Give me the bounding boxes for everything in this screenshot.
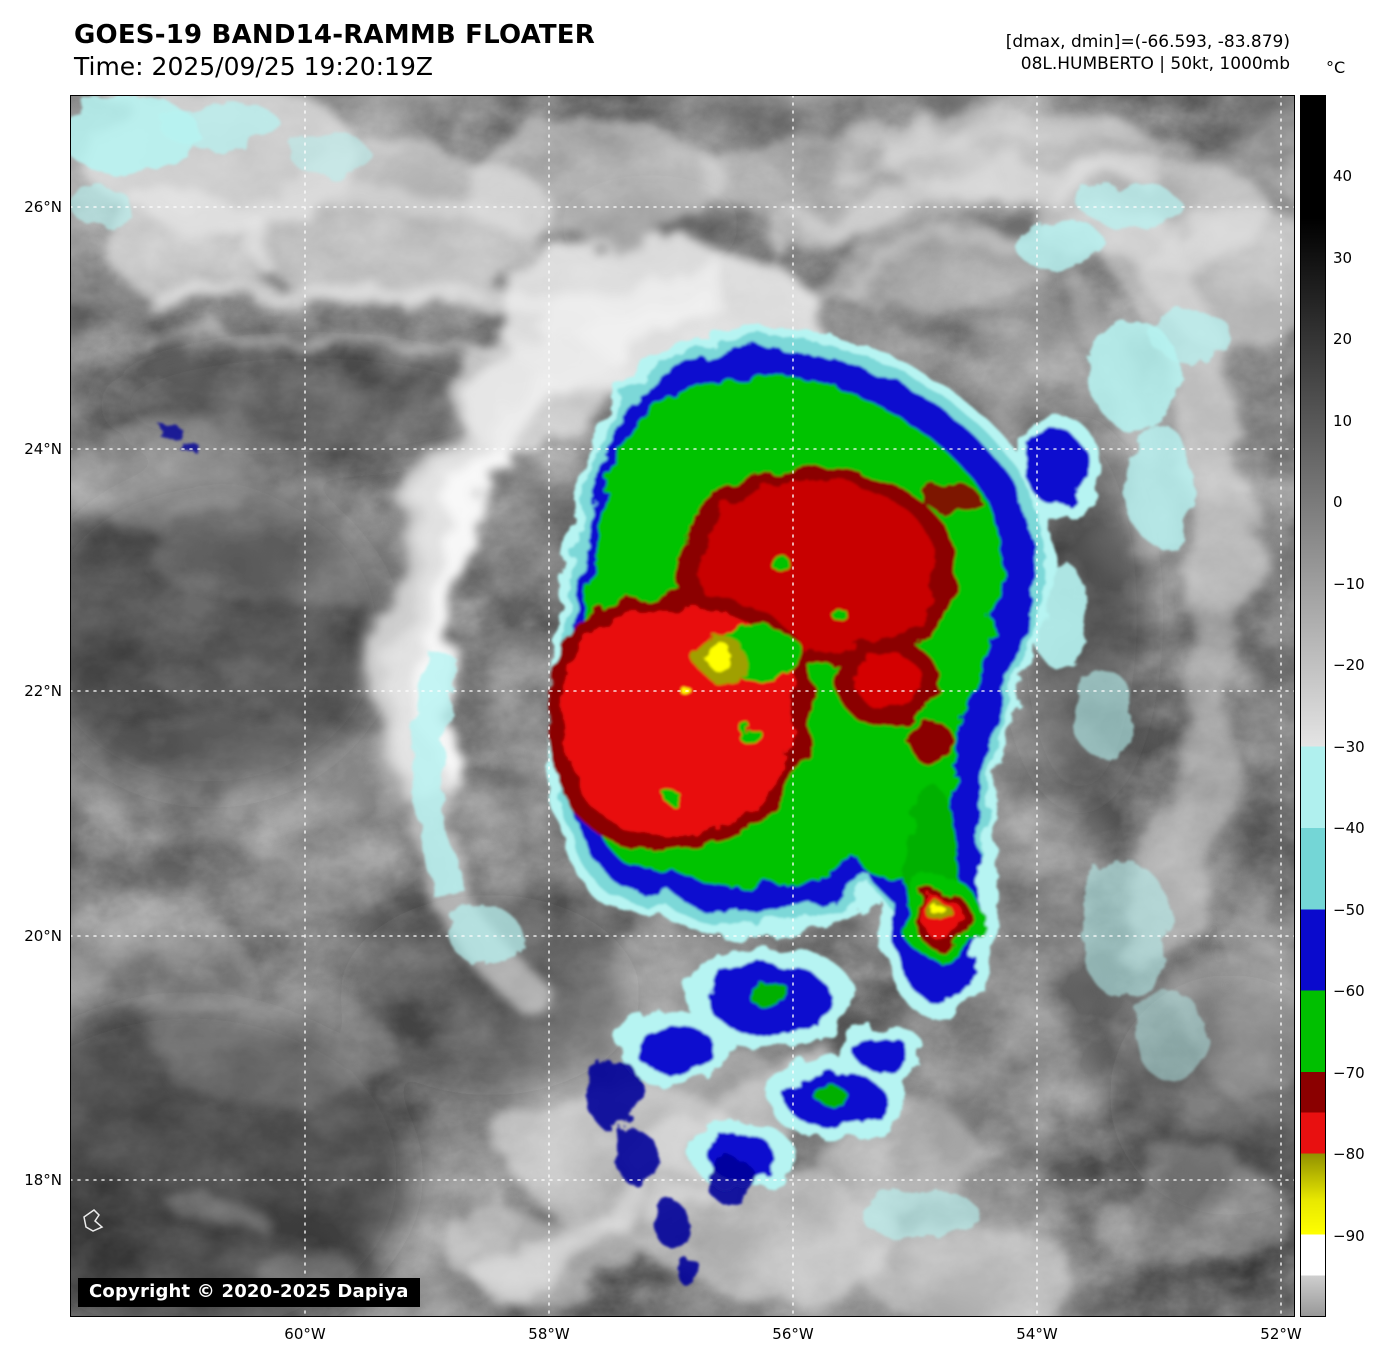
colorbar-tick-label: −40: [1333, 819, 1365, 838]
storm-eye-yellow: [685, 625, 800, 699]
range-readout: [dmax, dmin]=(-66.593, -83.879): [1005, 32, 1290, 52]
cold-cloud-shield: [70, 95, 1230, 1287]
colorbar-tick-label: −20: [1333, 656, 1365, 675]
island-outline-icon: [83, 1209, 104, 1232]
lon-axis-label: 52°W: [1260, 1325, 1302, 1343]
colorbar-tick-label: −30: [1333, 737, 1365, 756]
graticule: [70, 95, 1295, 1317]
product-title: GOES-19 BAND14-RAMMB FLOATER: [74, 20, 595, 50]
lon-axis-label: 56°W: [772, 1325, 814, 1343]
header: GOES-19 BAND14-RAMMB FLOATER Time: 2025/…: [74, 20, 595, 82]
cyan-patches: [70, 95, 1230, 1240]
lat-axis-label: 20°N: [24, 927, 62, 945]
colorbar-tick-label: −90: [1333, 1226, 1365, 1245]
navy-specks: [589, 1057, 756, 1287]
colorbar-tick-label: 20: [1333, 330, 1353, 349]
lat-axis-label: 24°N: [24, 440, 62, 458]
colorbar-tick-label: −10: [1333, 574, 1365, 593]
copyright-badge: Copyright © 2020-2025 Dapiya: [78, 1278, 420, 1307]
colorbar-tick-label: −80: [1333, 1145, 1365, 1164]
timestamp-label: Time: 2025/09/25 19:20:19Z: [74, 51, 433, 81]
colorbar-tick-label: 30: [1333, 248, 1353, 267]
lon-axis-label: 60°W: [284, 1325, 326, 1343]
satellite-map: Copyright © 2020-2025 Dapiya: [70, 95, 1295, 1317]
lat-axis-label: 22°N: [24, 682, 62, 700]
southern-convective-cell: [902, 877, 982, 961]
colorbar: [1300, 95, 1326, 1317]
colorbar-tick-label: 40: [1333, 167, 1353, 186]
colorbar-tick-label: −70: [1333, 1063, 1365, 1082]
lon-axis-label: 58°W: [528, 1325, 570, 1343]
lon-axis-label: 54°W: [1016, 1325, 1058, 1343]
colorbar-unit-label: °C: [1326, 58, 1346, 77]
lat-axis-label: 26°N: [24, 198, 62, 216]
colorbar-tick-label: 10: [1333, 411, 1353, 430]
lat-axis-label: 18°N: [24, 1171, 62, 1189]
colorbar-tick-label: −50: [1333, 900, 1365, 919]
storm-info-block: [dmax, dmin]=(-66.593, -83.879) 08L.HUMB…: [1006, 32, 1290, 76]
colorbar-tick-label: −60: [1333, 982, 1365, 1001]
satellite-scene: [70, 95, 1295, 1317]
storm-readout: 08L.HUMBERTO | 50kt, 1000mb: [1020, 53, 1290, 74]
colorbar-tick-label: 0: [1333, 493, 1343, 512]
